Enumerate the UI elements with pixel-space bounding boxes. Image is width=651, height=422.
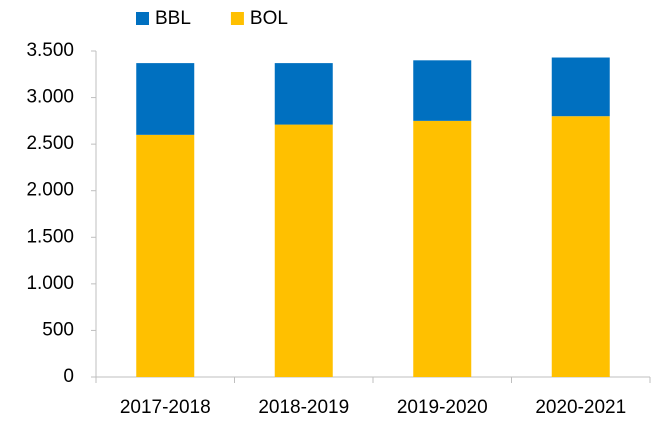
bar-segment: [274, 124, 333, 377]
y-tick-label: 3.500: [26, 40, 74, 61]
legend-label: BOL: [250, 8, 288, 29]
bar-segment: [551, 57, 610, 117]
bar-segment: [274, 63, 333, 125]
y-tick-label: 2.500: [26, 133, 74, 154]
x-tick-label: 2018-2019: [258, 397, 349, 418]
x-tick-label: 2017-2018: [120, 397, 211, 418]
x-tick-label: 2020-2021: [535, 397, 626, 418]
bar-segment: [136, 134, 195, 377]
y-tick-label: 1.500: [26, 226, 74, 247]
bar-segment: [413, 60, 472, 121]
bar-segment: [413, 120, 472, 377]
y-tick-label: 500: [42, 319, 74, 340]
legend-swatch: [136, 12, 149, 25]
bar-segment: [551, 116, 610, 377]
y-tick-label: 1.000: [26, 273, 74, 294]
bar-segment: [136, 63, 195, 135]
y-tick-label: 2.000: [26, 180, 74, 201]
y-tick-label: 3.000: [26, 87, 74, 108]
legend-swatch: [230, 12, 244, 25]
x-tick-label: 2019-2020: [397, 397, 488, 418]
legend-label: BBL: [155, 8, 191, 29]
y-tick-label: 0: [63, 366, 74, 387]
